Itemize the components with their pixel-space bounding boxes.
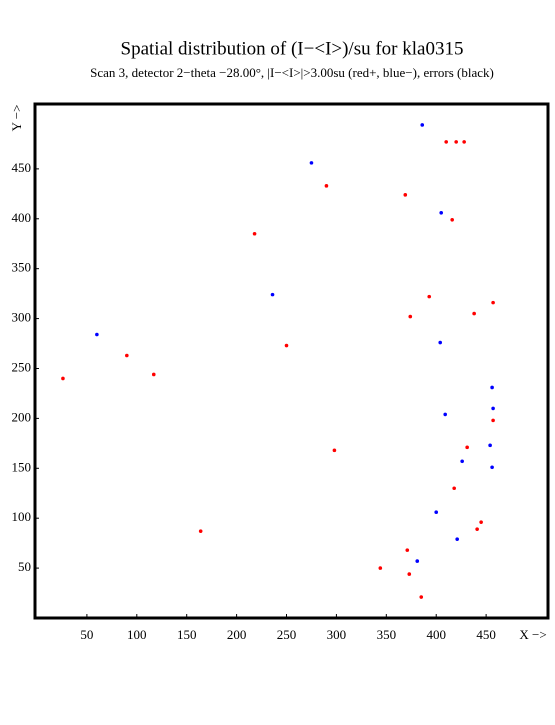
y-tick-label: 100: [12, 509, 32, 524]
point: [439, 210, 444, 215]
point: [407, 572, 412, 576]
x-tick-label: 50: [80, 627, 93, 642]
point: [270, 292, 275, 297]
point: [450, 217, 454, 222]
point: [309, 161, 314, 165]
point: [419, 595, 424, 599]
point: [198, 529, 203, 533]
point: [444, 140, 448, 144]
point: [475, 527, 479, 531]
point: [443, 412, 448, 417]
point: [434, 510, 439, 515]
y-tick-label: 250: [12, 359, 32, 374]
point: [405, 548, 410, 552]
chart-subtitle: Scan 3, detector 2−theta −28.00°, |I−<I>…: [90, 65, 494, 80]
point: [462, 140, 466, 144]
y-tick-label: 50: [18, 559, 31, 574]
x-tick-label: 400: [426, 627, 446, 642]
point: [415, 559, 420, 563]
point: [488, 443, 492, 448]
point: [472, 311, 476, 316]
point: [403, 193, 408, 197]
y-tick-label: 200: [12, 409, 32, 424]
point: [125, 353, 129, 358]
point: [491, 300, 495, 305]
point: [452, 486, 456, 491]
point: [460, 459, 464, 464]
point: [491, 406, 495, 411]
x-axis-label: X −>: [519, 627, 546, 642]
point: [284, 343, 289, 348]
y-tick-label: 300: [12, 310, 32, 325]
point: [465, 445, 469, 450]
point: [324, 184, 329, 188]
y-tick-label: 400: [12, 210, 32, 225]
x-tick-label: 450: [476, 627, 496, 642]
x-tick-label: 100: [127, 627, 147, 642]
point: [490, 465, 494, 470]
x-tick-label: 200: [227, 627, 247, 642]
point: [420, 123, 425, 127]
x-tick-label: 300: [327, 627, 347, 642]
point: [455, 537, 459, 541]
point: [151, 372, 156, 377]
point: [252, 231, 257, 236]
y-tick-label: 350: [12, 260, 32, 275]
x-tick-label: 150: [177, 627, 197, 642]
chart-title: Spatial distribution of (I−<I>)/su for k…: [121, 38, 464, 59]
point: [438, 340, 443, 345]
point: [408, 314, 413, 319]
point: [454, 140, 458, 144]
plot-frame: [33, 102, 550, 620]
point: [378, 566, 383, 570]
point: [332, 448, 337, 453]
x-tick-label: 250: [277, 627, 297, 642]
y-tick-label: 150: [12, 459, 32, 474]
x-tick-label: 350: [377, 627, 397, 642]
y-tick-label: 450: [12, 160, 32, 175]
point: [479, 520, 483, 524]
point: [490, 385, 494, 390]
point: [61, 376, 65, 381]
point: [491, 418, 495, 423]
y-axis-label: Y −>: [9, 105, 24, 132]
point: [95, 332, 99, 337]
point: [427, 294, 432, 299]
